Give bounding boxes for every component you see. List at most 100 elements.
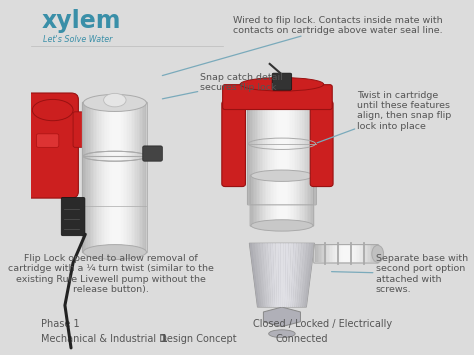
Bar [307,176,308,225]
Bar [294,176,296,225]
Bar [253,98,255,204]
FancyBboxPatch shape [73,112,87,147]
Polygon shape [268,243,273,307]
Bar [264,176,265,225]
Bar [365,245,366,262]
Bar [96,103,98,252]
Bar [94,103,96,252]
Bar [307,98,309,204]
Bar [337,245,338,262]
Bar [326,245,327,262]
FancyBboxPatch shape [61,197,85,236]
Bar [85,103,86,252]
Text: Separate base with
second port option
attached with
screws.: Separate base with second port option at… [332,254,468,294]
Bar [349,245,351,262]
Ellipse shape [251,220,313,231]
Bar [290,176,291,225]
Ellipse shape [83,94,146,111]
Bar [297,176,299,225]
Bar [145,103,146,252]
Bar [288,176,290,225]
Bar [276,176,277,225]
Bar [109,103,110,252]
Bar [318,245,319,262]
Bar [370,245,371,262]
Bar [293,176,294,225]
Polygon shape [252,243,261,307]
Polygon shape [285,243,289,307]
Bar [251,176,253,225]
Ellipse shape [32,99,73,121]
Bar [287,98,289,204]
Text: Snap catch detail
secures flip lock: Snap catch detail secures flip lock [163,73,283,99]
Bar [305,176,307,225]
Polygon shape [249,243,259,307]
Bar [334,245,335,262]
Bar [282,176,283,225]
Bar [280,98,282,204]
Ellipse shape [240,77,324,91]
Bar [296,176,297,225]
Bar [345,245,346,262]
Bar [248,98,250,204]
Bar [299,176,301,225]
Bar [294,98,295,204]
Polygon shape [291,243,296,307]
FancyBboxPatch shape [143,146,162,161]
Bar [321,245,322,262]
Bar [124,103,126,252]
Text: 1: 1 [160,334,167,344]
Polygon shape [249,243,315,307]
Bar [112,103,113,252]
Polygon shape [260,243,267,307]
Bar [304,98,305,204]
Bar [301,176,302,225]
Bar [357,245,359,262]
Bar [343,245,345,262]
Bar [254,176,255,225]
Bar [277,98,279,204]
Bar [134,103,136,252]
Ellipse shape [372,245,383,262]
Bar [250,98,252,204]
Bar [338,245,340,262]
Ellipse shape [104,93,126,107]
FancyBboxPatch shape [36,134,59,147]
Bar [311,176,313,225]
Bar [98,103,99,252]
Bar [118,103,119,252]
Bar [272,98,273,204]
Bar [99,103,100,252]
Bar [119,103,121,252]
Bar [131,103,132,252]
Polygon shape [292,243,299,307]
Bar [351,245,353,262]
Polygon shape [299,243,307,307]
Bar [267,98,268,204]
Bar [346,245,348,262]
Bar [104,103,105,252]
Bar [335,245,337,262]
Bar [115,103,117,252]
FancyBboxPatch shape [23,93,78,198]
Bar [327,245,329,262]
Text: Connected: Connected [276,334,328,344]
Bar [316,245,318,262]
Bar [117,103,118,252]
Bar [138,103,140,252]
Bar [283,176,285,225]
Bar [128,103,129,252]
Bar [270,176,271,225]
Bar [373,245,374,262]
Bar [305,98,307,204]
Bar [88,103,90,252]
Bar [265,98,267,204]
Bar [129,103,131,252]
Text: Closed / Locked / Electrically: Closed / Locked / Electrically [254,320,392,329]
Bar [340,245,341,262]
Polygon shape [255,243,264,307]
Bar [260,176,262,225]
Bar [282,98,283,204]
Bar [136,103,137,252]
Bar [91,103,93,252]
